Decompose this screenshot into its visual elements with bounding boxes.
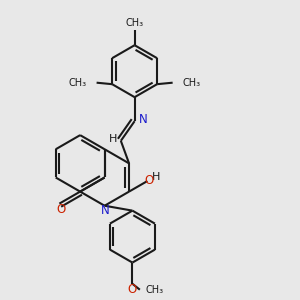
Text: CH₃: CH₃ bbox=[182, 78, 200, 88]
Text: N: N bbox=[139, 113, 148, 126]
Text: H: H bbox=[109, 134, 118, 144]
Text: CH₃: CH₃ bbox=[69, 78, 87, 88]
Text: H: H bbox=[152, 172, 160, 182]
Text: O: O bbox=[144, 174, 154, 187]
Text: CH₃: CH₃ bbox=[146, 285, 164, 295]
Text: O: O bbox=[56, 203, 65, 216]
Text: CH₃: CH₃ bbox=[126, 18, 144, 28]
Text: N: N bbox=[101, 204, 110, 217]
Text: O: O bbox=[128, 283, 137, 296]
